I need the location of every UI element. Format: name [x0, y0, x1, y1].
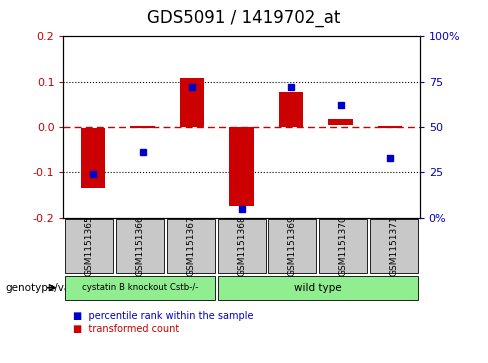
- Text: ■  percentile rank within the sample: ■ percentile rank within the sample: [73, 311, 254, 321]
- Bar: [370, 219, 418, 273]
- Text: GSM1151367: GSM1151367: [186, 216, 195, 276]
- Bar: [65, 276, 215, 300]
- Text: GSM1151369: GSM1151369: [288, 216, 297, 276]
- Bar: [218, 219, 265, 273]
- Bar: [81, 129, 105, 188]
- Text: GSM1151371: GSM1151371: [390, 216, 399, 276]
- Bar: [319, 219, 367, 273]
- Bar: [229, 127, 254, 207]
- Text: wild type: wild type: [294, 283, 342, 293]
- Text: genotype/variation: genotype/variation: [5, 283, 104, 293]
- Bar: [218, 276, 418, 300]
- Text: GSM1151365: GSM1151365: [84, 216, 93, 276]
- Bar: [180, 78, 204, 127]
- Text: GSM1151370: GSM1151370: [339, 216, 348, 276]
- Text: GDS5091 / 1419702_at: GDS5091 / 1419702_at: [147, 9, 341, 27]
- Bar: [378, 126, 403, 128]
- Bar: [279, 92, 304, 127]
- Text: ■  transformed count: ■ transformed count: [73, 323, 180, 334]
- Bar: [130, 126, 155, 129]
- Text: GSM1151366: GSM1151366: [135, 216, 144, 276]
- Bar: [116, 219, 164, 273]
- Text: GSM1151368: GSM1151368: [237, 216, 246, 276]
- Text: cystatin B knockout Cstb-/-: cystatin B knockout Cstb-/-: [81, 283, 198, 292]
- Bar: [268, 219, 316, 273]
- Bar: [328, 119, 353, 125]
- Bar: [65, 219, 113, 273]
- Bar: [167, 219, 215, 273]
